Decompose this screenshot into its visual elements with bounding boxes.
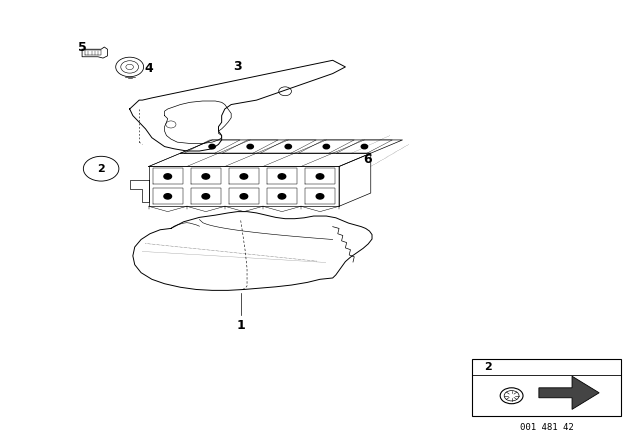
Circle shape xyxy=(164,174,172,179)
Polygon shape xyxy=(539,376,599,409)
Circle shape xyxy=(164,194,172,199)
Text: 3: 3 xyxy=(233,60,242,73)
Circle shape xyxy=(202,174,210,179)
Text: 5: 5 xyxy=(77,40,86,53)
Bar xyxy=(472,359,621,417)
Text: 1: 1 xyxy=(236,319,245,332)
Circle shape xyxy=(361,144,367,149)
Circle shape xyxy=(316,194,324,199)
Circle shape xyxy=(278,194,285,199)
Circle shape xyxy=(240,174,248,179)
Circle shape xyxy=(209,144,215,149)
Text: 2: 2 xyxy=(484,362,492,372)
Text: 2: 2 xyxy=(97,164,105,174)
Circle shape xyxy=(323,144,330,149)
Text: 6: 6 xyxy=(364,153,372,166)
Text: 001 481 42: 001 481 42 xyxy=(520,423,573,432)
Circle shape xyxy=(240,194,248,199)
Text: 4: 4 xyxy=(145,62,153,75)
Circle shape xyxy=(278,174,285,179)
Circle shape xyxy=(316,174,324,179)
Circle shape xyxy=(247,144,253,149)
Circle shape xyxy=(285,144,291,149)
Circle shape xyxy=(202,194,210,199)
